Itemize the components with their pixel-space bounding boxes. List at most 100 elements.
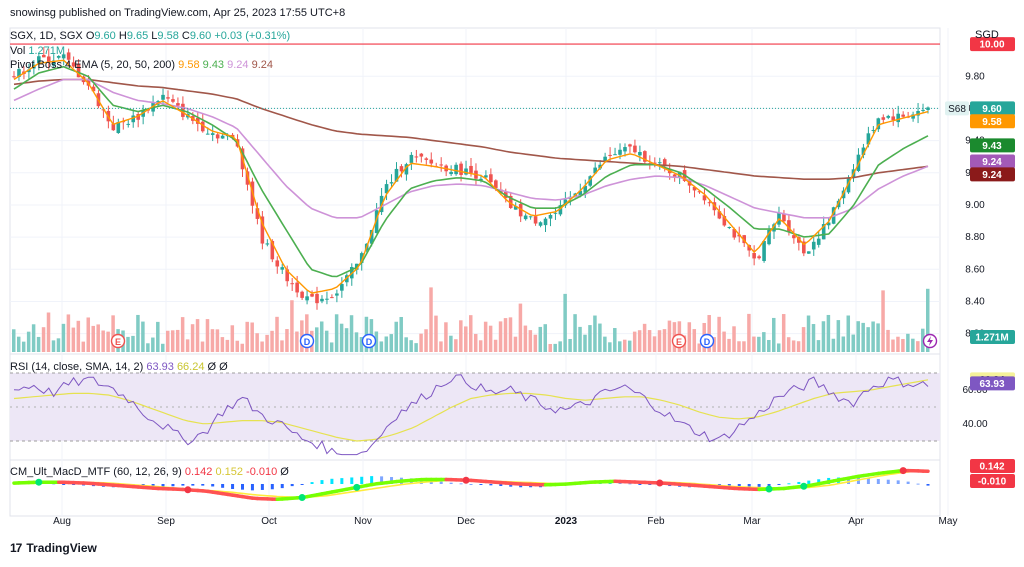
candle-body — [211, 133, 215, 135]
volume-bar — [817, 340, 821, 352]
rsi-label[interactable]: RSI (14, close, SMA, 14, 2) — [10, 361, 143, 373]
candle-body — [424, 158, 428, 160]
volume-bar — [409, 340, 413, 352]
last-price-badge: 9.60 — [982, 104, 1002, 115]
macd-row: CM_Ult_MacD_MTF (60, 12, 26, 9) 0.142 0.… — [10, 466, 289, 478]
macd-hist-bar — [221, 484, 224, 488]
volume-bar — [618, 341, 622, 352]
symbol-label[interactable]: SGX, 1D, SGX — [10, 30, 83, 42]
candle-body — [390, 182, 394, 183]
volume-bar — [350, 315, 354, 352]
volume-bar — [280, 340, 284, 352]
volume-bar — [802, 327, 806, 352]
macd-hist-bar — [311, 482, 314, 484]
macd-cross-dot — [766, 486, 773, 493]
macd-hist-bar — [320, 480, 323, 484]
volume-bar — [861, 323, 865, 352]
candle-body — [166, 97, 170, 98]
volume-bar — [260, 342, 264, 352]
candle-body — [266, 243, 270, 244]
volume-bar — [330, 342, 334, 352]
volume-bar — [87, 317, 91, 352]
volume-bar — [583, 335, 587, 352]
volume-bar — [12, 329, 16, 352]
volume-bar — [236, 341, 240, 352]
volume-bar — [250, 322, 254, 352]
volume-bar — [494, 340, 498, 352]
volume-bar — [101, 330, 105, 352]
macd-hist-badge: -0.010 — [978, 477, 1007, 488]
volume-bar — [812, 324, 816, 352]
volume-bar — [434, 316, 438, 352]
candle-body — [176, 103, 180, 105]
symbol-row: SGX, 1D, SGX O9.60 H9.65 L9.58 C9.60 +0.… — [10, 30, 290, 42]
candle-body — [161, 95, 165, 100]
volume-bar — [211, 329, 215, 352]
candle-body — [539, 222, 543, 225]
candle-body — [549, 215, 553, 219]
price-tick-label: 8.60 — [965, 264, 985, 275]
volume-bar — [52, 340, 56, 352]
candle-body — [300, 292, 304, 298]
price-tick-label: 9.80 — [965, 71, 985, 82]
candle-body — [410, 155, 414, 163]
macd-hist-bar — [231, 484, 234, 489]
macd-cross-dot — [800, 483, 807, 490]
macd-hist-bar — [470, 484, 473, 485]
volume-bar — [340, 324, 344, 352]
macd-hist-bar — [261, 484, 264, 490]
volume-bar — [57, 338, 61, 352]
volume-bar — [653, 336, 657, 352]
macd-cross-dot — [299, 494, 306, 501]
volume-bar — [295, 332, 299, 352]
candle-body — [544, 219, 548, 225]
volume-bar — [688, 322, 692, 352]
candle-body — [921, 110, 925, 111]
volume-bar — [896, 337, 900, 352]
volume-bar — [851, 335, 855, 352]
volume-bar — [454, 339, 458, 352]
volume-label[interactable]: Vol — [10, 45, 25, 57]
candle-body — [891, 116, 895, 120]
volume-bar — [136, 315, 140, 352]
volume-bar — [499, 321, 503, 352]
time-axis-label: Oct — [261, 516, 277, 527]
ema-indicator-label[interactable]: Pivot Boss 4 EMA (5, 20, 50, 200) — [10, 59, 175, 71]
volume-bar — [399, 317, 403, 352]
candle-body — [216, 134, 220, 138]
candle-body — [489, 174, 493, 182]
volume-row: Vol 1.271M — [10, 45, 65, 57]
candle-body — [275, 260, 279, 266]
volume-bar — [22, 342, 26, 352]
tradingview-brand-text: TradingView — [26, 541, 96, 555]
volume-bar — [643, 324, 647, 352]
volume-bar — [832, 339, 836, 352]
volume-bar — [424, 329, 428, 352]
volume-bar — [911, 339, 915, 352]
candle-body — [221, 136, 225, 139]
macd-hist-bar — [638, 484, 641, 485]
candle-body — [305, 296, 309, 300]
volume-badge: 1.271M — [975, 333, 1008, 344]
volume-bar — [608, 342, 612, 352]
volume-bar — [186, 339, 190, 352]
macd-empty: Ø — [280, 466, 289, 478]
volume-bar — [588, 325, 592, 352]
candle-body — [280, 267, 284, 270]
volume-bar — [47, 312, 51, 352]
volume-bar — [737, 341, 741, 352]
tradingview-logo[interactable]: 17 TradingView — [10, 541, 97, 555]
macd-cross-dot — [184, 486, 191, 493]
volume-bar — [320, 321, 324, 352]
price-tick-label: 8.80 — [965, 232, 985, 243]
volume-bar — [886, 330, 890, 352]
candle-body — [464, 168, 468, 174]
volume-bar — [842, 337, 846, 352]
volume-bar — [479, 340, 483, 352]
candle-body — [613, 154, 617, 155]
volume-bar — [141, 322, 145, 352]
volume-bar — [82, 342, 86, 352]
macd-label[interactable]: CM_Ult_MacD_MTF (60, 12, 26, 9) — [10, 466, 182, 478]
candle-body — [807, 251, 811, 253]
volume-bar — [722, 332, 726, 352]
